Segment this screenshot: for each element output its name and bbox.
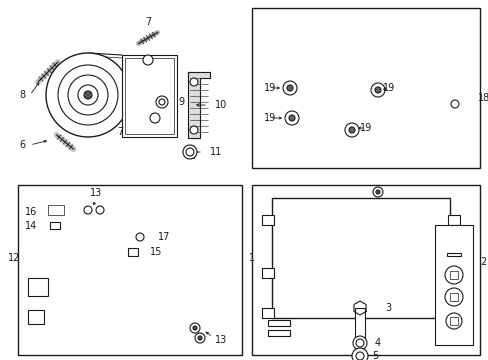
Bar bbox=[271, 198, 449, 318]
Text: 19: 19 bbox=[264, 83, 276, 93]
Bar bbox=[262, 215, 273, 225]
Bar bbox=[128, 248, 138, 256]
Circle shape bbox=[198, 336, 202, 340]
Bar bbox=[447, 308, 459, 318]
Bar bbox=[449, 293, 457, 301]
Text: 13: 13 bbox=[215, 335, 227, 345]
Circle shape bbox=[142, 55, 153, 65]
Circle shape bbox=[283, 81, 296, 95]
Text: 3: 3 bbox=[384, 303, 390, 313]
Polygon shape bbox=[353, 301, 366, 315]
Circle shape bbox=[58, 65, 118, 125]
Bar bbox=[125, 58, 174, 134]
Circle shape bbox=[444, 288, 462, 306]
Circle shape bbox=[372, 187, 382, 197]
Bar bbox=[434, 225, 472, 345]
Circle shape bbox=[351, 348, 367, 360]
Circle shape bbox=[195, 333, 204, 343]
Text: 16: 16 bbox=[25, 207, 37, 217]
Bar bbox=[28, 278, 48, 296]
Circle shape bbox=[185, 148, 194, 156]
Bar bbox=[50, 222, 60, 229]
Circle shape bbox=[156, 96, 168, 108]
Circle shape bbox=[183, 145, 197, 159]
Bar bbox=[50, 206, 62, 214]
Text: 18: 18 bbox=[477, 93, 488, 103]
Circle shape bbox=[68, 75, 108, 115]
Text: 11: 11 bbox=[209, 147, 222, 157]
Bar bbox=[48, 205, 64, 215]
Text: 8: 8 bbox=[19, 90, 25, 100]
Circle shape bbox=[445, 313, 461, 329]
Circle shape bbox=[84, 91, 92, 99]
Bar bbox=[18, 185, 242, 355]
Bar bbox=[262, 308, 273, 318]
Circle shape bbox=[370, 83, 384, 97]
Text: 1: 1 bbox=[248, 253, 254, 263]
Circle shape bbox=[374, 87, 380, 93]
Text: 5: 5 bbox=[371, 351, 378, 360]
Text: 9: 9 bbox=[178, 97, 184, 107]
Circle shape bbox=[190, 323, 200, 333]
Circle shape bbox=[193, 326, 197, 330]
Text: 7: 7 bbox=[144, 17, 151, 27]
Text: 19: 19 bbox=[359, 123, 371, 133]
Circle shape bbox=[286, 85, 292, 91]
Bar bbox=[267, 330, 289, 336]
Circle shape bbox=[352, 336, 366, 350]
Text: 4: 4 bbox=[374, 338, 380, 348]
Text: 17: 17 bbox=[158, 232, 170, 242]
Polygon shape bbox=[187, 72, 209, 138]
Circle shape bbox=[46, 53, 130, 137]
Circle shape bbox=[190, 126, 198, 134]
Bar bbox=[251, 8, 479, 168]
Circle shape bbox=[285, 111, 298, 125]
Circle shape bbox=[348, 127, 354, 133]
Bar bbox=[122, 55, 177, 137]
Circle shape bbox=[444, 266, 462, 284]
Text: 6: 6 bbox=[19, 140, 25, 150]
Circle shape bbox=[78, 85, 98, 105]
Bar bbox=[262, 268, 273, 278]
Circle shape bbox=[355, 339, 363, 347]
Text: 19: 19 bbox=[382, 83, 394, 93]
Bar bbox=[446, 253, 460, 256]
Bar bbox=[28, 310, 44, 324]
Bar bbox=[447, 268, 459, 278]
Text: 19: 19 bbox=[264, 113, 276, 123]
Bar bbox=[449, 317, 457, 325]
Text: 2: 2 bbox=[479, 257, 485, 267]
Circle shape bbox=[375, 190, 379, 194]
Bar bbox=[251, 185, 479, 355]
Text: 12: 12 bbox=[8, 253, 20, 263]
Text: 15: 15 bbox=[150, 247, 162, 257]
Circle shape bbox=[345, 123, 358, 137]
Text: 10: 10 bbox=[215, 100, 227, 110]
Bar bbox=[267, 320, 289, 326]
Circle shape bbox=[450, 100, 458, 108]
Text: 14: 14 bbox=[25, 221, 37, 231]
Bar bbox=[271, 198, 449, 318]
Text: 7: 7 bbox=[117, 127, 123, 137]
Circle shape bbox=[84, 206, 92, 214]
Circle shape bbox=[96, 206, 104, 214]
Circle shape bbox=[355, 352, 363, 360]
Bar bbox=[354, 308, 364, 338]
Circle shape bbox=[190, 78, 198, 86]
Circle shape bbox=[159, 99, 164, 105]
Text: 13: 13 bbox=[90, 188, 102, 198]
Bar bbox=[447, 215, 459, 225]
Bar bbox=[449, 271, 457, 279]
Circle shape bbox=[150, 113, 160, 123]
Circle shape bbox=[136, 233, 143, 241]
Circle shape bbox=[288, 115, 294, 121]
